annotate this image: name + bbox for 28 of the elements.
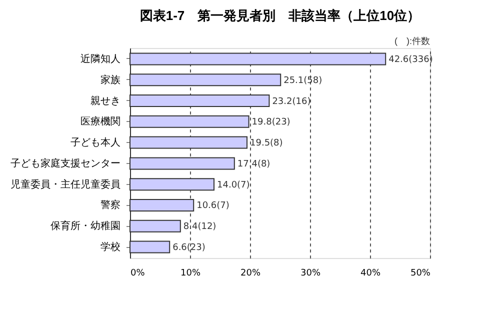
y-tick-label: 近隣知人 <box>80 52 120 65</box>
y-tick-label: 警察 <box>100 199 120 212</box>
data-label: 19.5(8) <box>250 138 283 149</box>
x-tick-label: 20% <box>240 268 261 278</box>
data-label: 25.1(58) <box>284 76 322 86</box>
data-label: 8.4(12) <box>183 222 216 232</box>
data-label: 17.4(8) <box>237 159 270 170</box>
data-label: 23.2(16) <box>272 96 311 107</box>
x-tick-label: 30% <box>300 268 321 278</box>
data-label: 10.6(7) <box>196 201 230 212</box>
y-tick-label: 親せき <box>90 94 120 107</box>
y-tick-label: 子ども本人 <box>70 136 120 149</box>
x-tick-label: 0% <box>130 268 146 278</box>
y-tick-label: 子ども家庭支援センター <box>10 157 120 170</box>
y-tick-label: 保育所・幼稚園 <box>50 220 120 232</box>
data-label: 6.6(23) <box>172 243 206 254</box>
y-tick-label: 家族 <box>100 74 120 86</box>
y-tick-label: 医療機関 <box>80 116 120 128</box>
y-tick-label: 児童委員・主任児童委員 <box>10 178 120 190</box>
data-label: 42.6(336) <box>388 54 433 65</box>
x-tick-label: 40% <box>360 268 381 278</box>
x-tick-label: 10% <box>180 268 201 278</box>
chart-title: 図表1-7 第一発見者別 非該当率（上位10位） <box>140 8 420 23</box>
data-label: 14.0(7) <box>217 180 250 190</box>
text: ( ):件数 <box>394 36 430 46</box>
y-tick-label: 学校 <box>100 241 120 254</box>
data-label: 19.8(23) <box>252 118 290 128</box>
x-tick-label: 50% <box>410 268 431 278</box>
